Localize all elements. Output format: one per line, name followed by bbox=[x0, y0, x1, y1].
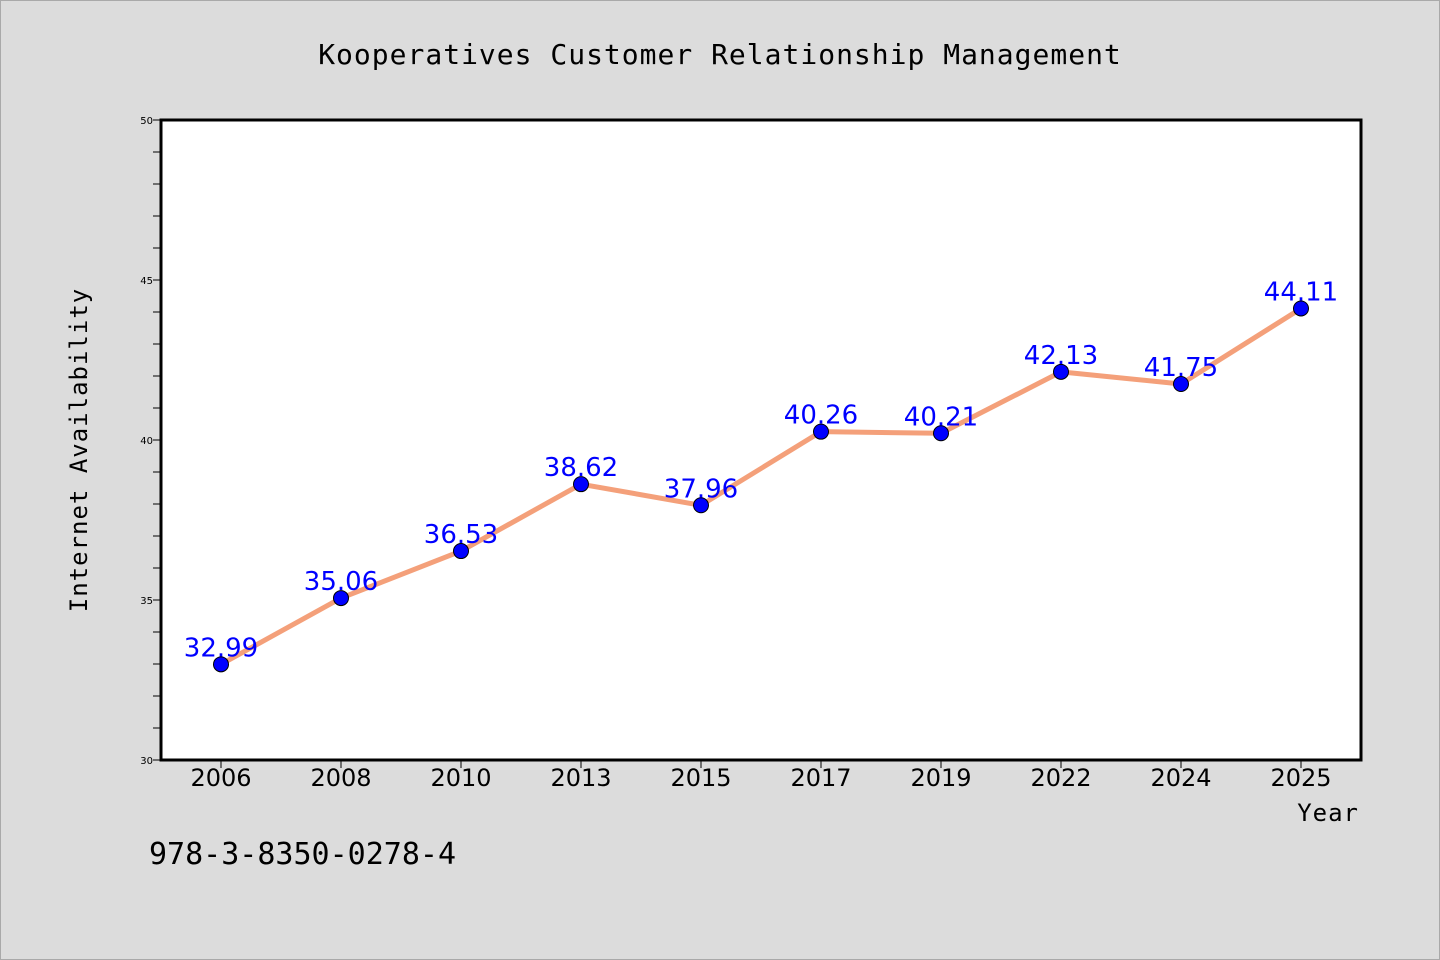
x-tick-label: 2025 bbox=[1270, 764, 1331, 792]
y-axis: 30 35 40 45 50 bbox=[140, 116, 161, 767]
data-point bbox=[213, 656, 229, 673]
data-label: 40.21 bbox=[904, 402, 978, 432]
x-tick-label: 2024 bbox=[1150, 764, 1211, 792]
caption-text: 978-3-8350-0278-4 bbox=[149, 837, 456, 872]
x-tick-label: 2006 bbox=[190, 764, 251, 792]
data-point bbox=[1293, 300, 1309, 317]
data-point bbox=[573, 476, 589, 493]
y-tick-label: 40 bbox=[140, 436, 153, 447]
x-axis: 2006 2008 2010 2013 2015 2017 2019 2022 2024 2025 bbox=[190, 760, 1332, 792]
y-axis-label: Internet Availability bbox=[65, 288, 93, 612]
y-tick-label: 45 bbox=[140, 276, 153, 287]
data-label: 36.53 bbox=[424, 520, 498, 550]
x-tick-label: 2019 bbox=[910, 764, 971, 792]
data-point bbox=[1173, 376, 1189, 392]
series-line bbox=[218, 305, 1304, 667]
plot-area bbox=[159, 118, 1363, 762]
data-label: 32.99 bbox=[184, 633, 258, 663]
x-tick-label: 2022 bbox=[1030, 764, 1091, 792]
x-tick-label: 2015 bbox=[670, 764, 731, 792]
series bbox=[213, 300, 1309, 673]
y-tick-label: 30 bbox=[140, 756, 153, 767]
data-point bbox=[1053, 363, 1069, 380]
data-label: 40.26 bbox=[784, 401, 858, 431]
data-label: 44.11 bbox=[1264, 277, 1338, 307]
data-point bbox=[333, 590, 349, 607]
y-tick-label: 50 bbox=[140, 116, 153, 127]
data-point bbox=[813, 423, 829, 440]
data-point bbox=[933, 425, 949, 442]
data-label: 42.13 bbox=[1024, 341, 1098, 371]
y-tick-label: 35 bbox=[140, 596, 153, 607]
x-tick-label: 2017 bbox=[790, 764, 851, 792]
data-label: 35.06 bbox=[304, 567, 378, 597]
x-tick-label: 2013 bbox=[550, 764, 611, 792]
data-point bbox=[453, 543, 469, 560]
x-tick-label: 2008 bbox=[310, 764, 371, 792]
x-axis-label: Year bbox=[1297, 799, 1359, 827]
data-label: 38.62 bbox=[544, 453, 618, 483]
data-labels: 32.99 35.06 36.53 38.62 37.96 40.26 40.21 42.13… bbox=[184, 277, 1338, 663]
chart-title: Kooperatives Customer Relationship Manag… bbox=[318, 38, 1122, 71]
data-label: 37.96 bbox=[664, 474, 738, 504]
data-label: 41.75 bbox=[1144, 353, 1218, 383]
data-point bbox=[693, 497, 709, 514]
x-tick-label: 2010 bbox=[430, 764, 491, 792]
